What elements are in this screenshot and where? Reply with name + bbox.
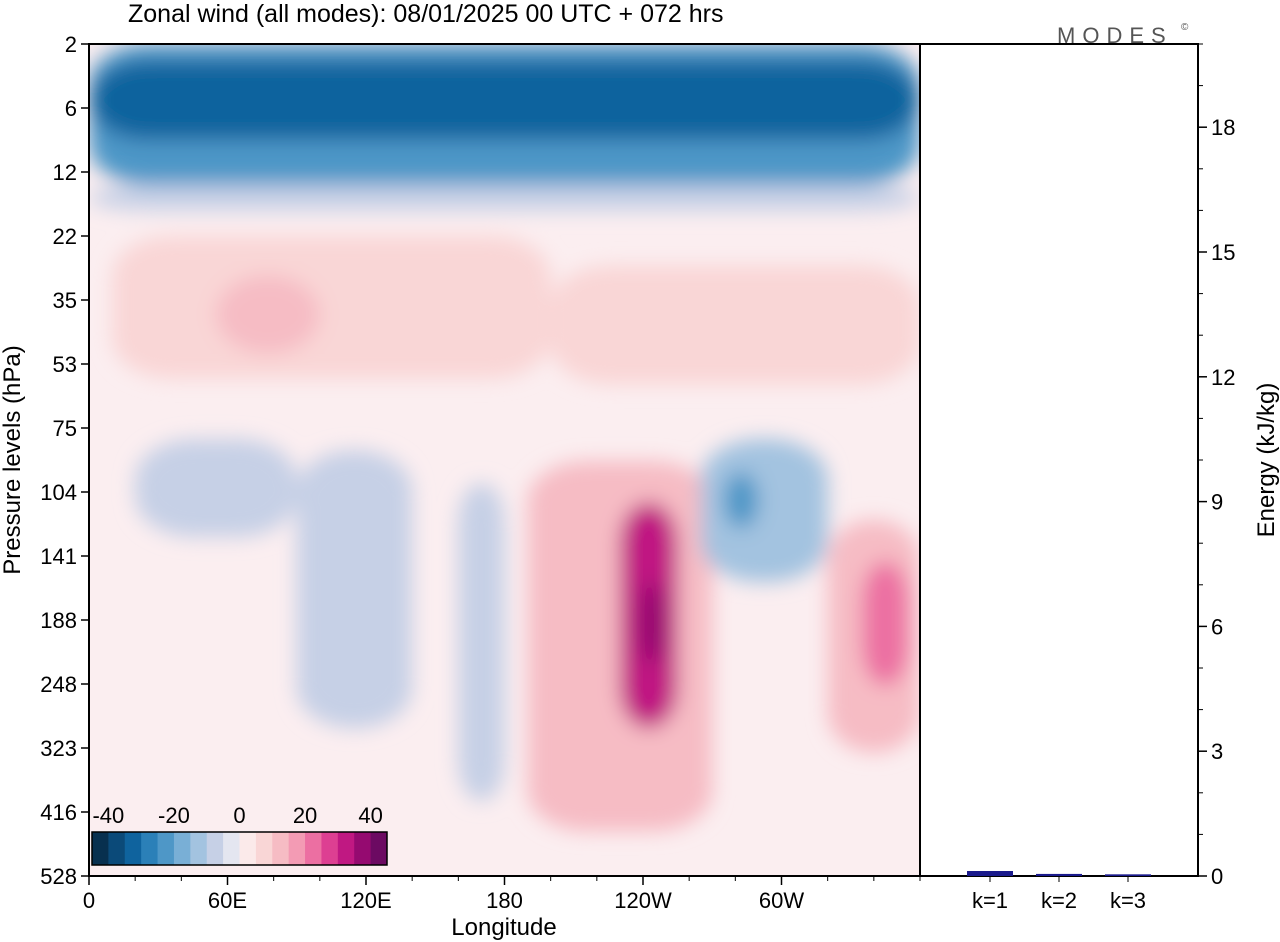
y-axis-label: Pressure levels (hPa) xyxy=(0,345,26,574)
field-region xyxy=(135,439,297,537)
y-tick-label: 248 xyxy=(40,672,77,697)
colorbar-swatch xyxy=(190,832,208,865)
x-tick-label: 180 xyxy=(486,888,523,913)
colorbar-swatch xyxy=(370,832,388,865)
y-tick-label: 53 xyxy=(53,352,77,377)
colorbar-label: -20 xyxy=(158,803,190,828)
energy-tick-label: 9 xyxy=(1211,490,1223,515)
colorbar-swatch xyxy=(141,832,159,865)
field-region xyxy=(296,450,413,729)
category-label: k=2 xyxy=(1041,888,1077,913)
y-tick-label: 12 xyxy=(53,160,77,185)
field-region xyxy=(638,581,667,665)
field-region xyxy=(89,184,920,211)
energy-bar xyxy=(1036,873,1082,876)
colorbar-swatch xyxy=(288,832,306,865)
field-region xyxy=(700,439,828,582)
y-tick-label: 104 xyxy=(40,480,77,505)
x-axis-label: Longitude xyxy=(451,914,556,941)
colorbar-swatch xyxy=(354,832,372,865)
field-region xyxy=(458,483,505,801)
colorbar-swatch xyxy=(92,832,109,865)
y-tick-label: 35 xyxy=(53,288,77,313)
energy-panel: 0 3 6 9 12 15 18 k=1 k=2 k=3 Energy (kJ/kg) xyxy=(919,43,1280,913)
longitude-axis: 0 60E 120E 180 120W 60W xyxy=(83,876,921,913)
y-tick-label: 22 xyxy=(53,224,77,249)
y-tick-label: 6 xyxy=(65,96,77,121)
y-tick-label: 528 xyxy=(40,864,77,889)
energy-tick-label: 15 xyxy=(1211,240,1235,265)
pressure-axis: 2 6 12 22 35 53 75 104 141 188 248 323 416 528 xyxy=(40,32,89,889)
colorbar-swatch xyxy=(157,832,175,865)
y-tick-label: 75 xyxy=(53,416,77,441)
energy-tick-label: 0 xyxy=(1211,864,1223,889)
energy-axis: 0 3 6 9 12 15 18 xyxy=(1198,43,1235,889)
colorbar-swatch xyxy=(206,832,224,865)
colorbar-swatch xyxy=(223,832,240,865)
field-region xyxy=(550,265,920,385)
field-region xyxy=(527,461,713,832)
colorbar-swatch xyxy=(239,832,257,865)
energy-tick-label: 3 xyxy=(1211,739,1223,764)
energy-frame xyxy=(919,43,1199,877)
colorbar-swatch xyxy=(108,832,126,865)
colorbar-swatches xyxy=(92,832,388,865)
x-tick-label: 60E xyxy=(208,888,247,913)
energy-categories: k=1 k=2 k=3 xyxy=(972,876,1146,913)
colorbar-label: 20 xyxy=(293,803,317,828)
heatmap-panel: 2 6 12 22 35 53 75 104 141 188 248 323 416 528 0 60E 12… xyxy=(0,32,921,941)
colorbar: -40 -20 0 20 40 xyxy=(91,803,388,866)
energy-tick-label: 18 xyxy=(1211,115,1235,140)
field-region xyxy=(215,275,320,354)
colorbar-swatch xyxy=(124,832,142,865)
y-tick-label: 188 xyxy=(40,608,77,633)
y-tick-label: 2 xyxy=(65,32,77,57)
colorbar-swatch xyxy=(272,832,290,865)
field-region xyxy=(112,236,551,379)
x-tick-label: 0 xyxy=(83,888,95,913)
colorbar-label: 0 xyxy=(233,803,245,828)
field-region xyxy=(862,561,909,686)
chart-title: Zonal wind (all modes): 08/01/2025 00 UT… xyxy=(128,0,723,28)
y-tick-label: 416 xyxy=(40,800,77,825)
heatmap-regions xyxy=(89,44,920,832)
colorbar-swatch xyxy=(255,832,273,865)
colorbar-label: -40 xyxy=(92,803,124,828)
colorbar-labels: -40 -20 0 20 40 xyxy=(92,803,382,828)
x-tick-label: 60W xyxy=(759,888,804,913)
colorbar-swatch xyxy=(173,832,191,865)
x-tick-label: 120W xyxy=(614,888,672,913)
energy-axis-label: Energy (kJ/kg) xyxy=(1253,383,1280,538)
colorbar-frame xyxy=(91,831,388,866)
x-tick-label: 120E xyxy=(340,888,391,913)
colorbar-label: 40 xyxy=(358,803,382,828)
colorbar-swatch xyxy=(321,832,339,865)
energy-bar xyxy=(967,871,1013,876)
logo-mark: © xyxy=(1181,22,1189,33)
colorbar-swatch xyxy=(305,832,322,865)
energy-bars xyxy=(967,871,1151,876)
energy-tick-label: 6 xyxy=(1211,614,1223,639)
field-region xyxy=(89,60,920,140)
field-region xyxy=(723,472,759,529)
y-tick-label: 141 xyxy=(40,544,77,569)
energy-tick-label: 12 xyxy=(1211,365,1235,390)
energy-bar xyxy=(1105,874,1151,876)
category-label: k=3 xyxy=(1110,888,1146,913)
y-tick-label: 323 xyxy=(40,736,77,761)
category-label: k=1 xyxy=(972,888,1008,913)
colorbar-swatch xyxy=(337,832,355,865)
